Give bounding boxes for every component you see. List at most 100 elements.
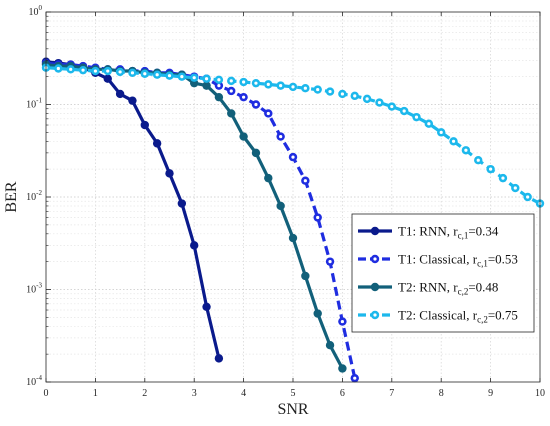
- data-point-center: [489, 167, 493, 171]
- x-tick-label: 2: [142, 388, 147, 399]
- data-point-center: [130, 71, 135, 75]
- data-point-center: [266, 82, 270, 86]
- series-4: [41, 63, 545, 208]
- data-point: [276, 201, 285, 211]
- series-group: [41, 57, 545, 383]
- legend-box: [351, 213, 535, 333]
- data-point-center: [451, 139, 456, 143]
- data-point: [313, 309, 322, 318]
- data-point-center: [464, 148, 468, 152]
- data-point-center: [513, 186, 517, 190]
- data-point-center: [365, 97, 369, 101]
- data-point-center: [427, 122, 431, 126]
- data-point-center: [340, 319, 344, 324]
- data-point: [115, 89, 125, 99]
- data-point: [128, 96, 137, 105]
- legend-swatch-marker-center: [373, 313, 377, 317]
- data-point-center: [353, 376, 357, 380]
- y-tick-label: 100: [29, 4, 43, 18]
- y-tick-label: 10-1: [26, 97, 42, 111]
- data-point: [202, 81, 211, 90]
- legend-entry: T2: Classical, rc,2=0.75: [358, 308, 518, 325]
- y-tick-label: 10-4: [26, 374, 42, 388]
- data-point-center: [229, 89, 233, 93]
- data-point-center: [180, 75, 184, 79]
- data-point-center: [118, 70, 122, 74]
- data-point-center: [414, 115, 419, 119]
- x-tick-label: 6: [340, 388, 345, 399]
- data-point-center: [93, 69, 97, 73]
- data-point: [214, 92, 224, 102]
- data-point-center: [328, 260, 332, 264]
- axis-ticks: 0 1 2 3 4 5 6 7 8 9 10 100 10-1 10-2 10-3 10-4: [26, 4, 545, 399]
- data-point-center: [501, 176, 505, 180]
- data-point: [140, 120, 149, 130]
- data-point: [214, 354, 224, 363]
- legend-label: T2: RNN, rc,2=0.48: [398, 280, 498, 297]
- data-point: [103, 74, 112, 83]
- data-point-center: [340, 92, 344, 96]
- data-point-center: [167, 74, 172, 78]
- data-point: [338, 364, 347, 373]
- data-point-center: [439, 130, 443, 134]
- data-point-center: [279, 134, 283, 139]
- x-axis-label: SNR: [277, 401, 308, 418]
- x-tick-label: 9: [488, 388, 493, 399]
- legend-label: T1: RNN, rc,1=0.34: [398, 224, 499, 241]
- legend-entry: T2: RNN, rc,2=0.48: [358, 280, 498, 297]
- data-point-center: [217, 84, 221, 88]
- data-point-center: [69, 67, 73, 71]
- data-point: [165, 169, 174, 178]
- data-point-center: [155, 73, 159, 77]
- legend-swatch-marker: [370, 282, 380, 292]
- data-point-center: [192, 76, 196, 80]
- legend-label: T1: Classical, rc,1=0.53: [398, 252, 518, 269]
- data-point-center: [254, 81, 258, 85]
- data-point-center: [526, 195, 530, 199]
- data-point-center: [316, 87, 320, 92]
- data-point: [301, 271, 310, 281]
- data-point-center: [242, 95, 246, 99]
- data-point: [325, 340, 335, 350]
- data-point-center: [81, 68, 85, 72]
- data-point-center: [353, 94, 357, 98]
- data-point-center: [56, 66, 60, 71]
- data-point-center: [254, 102, 258, 107]
- series-line: [45, 66, 541, 205]
- x-tick-label: 10: [535, 388, 545, 399]
- legend-label: T2: Classical, rc,2=0.75: [398, 308, 518, 325]
- data-point-center: [143, 72, 147, 76]
- x-tick-label: 1: [93, 388, 98, 399]
- data-point-center: [229, 79, 233, 83]
- data-point-center: [204, 77, 209, 81]
- data-point: [239, 132, 248, 141]
- data-point: [251, 148, 261, 158]
- y-tick-label: 10-3: [26, 282, 42, 296]
- legend-entry: T1: Classical, rc,1=0.53: [358, 252, 518, 269]
- x-tick-label: 0: [44, 388, 49, 399]
- data-point: [288, 233, 298, 243]
- data-point-center: [476, 158, 480, 162]
- y-axis-label: BER: [3, 181, 20, 212]
- data-point-center: [377, 100, 382, 105]
- x-tick-label: 7: [389, 388, 394, 399]
- data-point-center: [328, 89, 332, 94]
- x-tick-label: 4: [241, 388, 246, 399]
- x-tick-label: 5: [291, 388, 296, 399]
- data-point: [152, 139, 162, 148]
- data-point-center: [266, 111, 270, 116]
- y-tick-label: 10-2: [26, 189, 42, 203]
- data-point-center: [390, 104, 394, 109]
- data-point-center: [291, 155, 295, 159]
- data-point-center: [316, 215, 320, 220]
- data-point-center: [291, 85, 295, 89]
- data-point-center: [402, 109, 406, 113]
- data-point: [264, 173, 273, 183]
- x-tick-label: 3: [192, 388, 197, 399]
- legend: T1: RNN, rc,1=0.34 T1: Classical, rc,1=0.…: [351, 213, 535, 333]
- x-tick-label: 8: [439, 388, 444, 399]
- data-point-center: [217, 78, 221, 82]
- data-point: [177, 199, 187, 208]
